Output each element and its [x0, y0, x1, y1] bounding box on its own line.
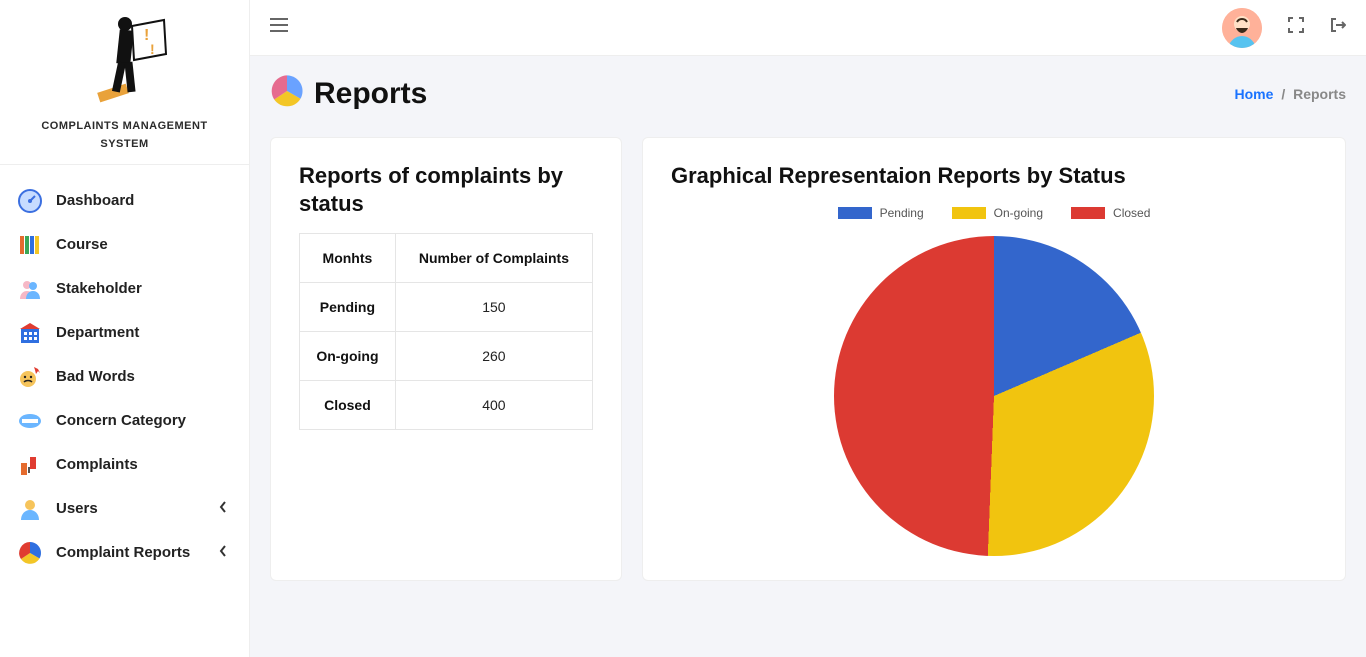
sidebar-item-dashboard[interactable]: Dashboard	[0, 179, 249, 223]
legend-swatch	[1071, 207, 1105, 219]
users-icon	[18, 497, 42, 521]
page-header: Reports Home / Reports	[270, 74, 1346, 113]
chart-legend: Pending On-going Closed	[671, 206, 1317, 220]
legend-swatch	[838, 207, 872, 219]
table-cell-value: 400	[395, 381, 592, 430]
logo-text-line2: SYSTEM	[0, 137, 249, 151]
sidebar-item-label: Course	[56, 236, 108, 253]
legend-item[interactable]: On-going	[952, 206, 1043, 220]
breadcrumb-separator: /	[1281, 86, 1285, 102]
badwords-icon	[18, 365, 42, 389]
logo[interactable]: ! ! COMPLAINTS MANAGEMENT SYSTEM	[0, 0, 249, 165]
sidebar-item-label: Bad Words	[56, 368, 135, 385]
legend-swatch	[952, 207, 986, 219]
concern-icon	[18, 409, 42, 433]
sidebar-item-department[interactable]: Department	[0, 311, 249, 355]
avatar[interactable]	[1222, 8, 1262, 48]
sidebar-item-label: Concern Category	[56, 412, 186, 429]
reports-title-icon	[270, 74, 304, 113]
dashboard-icon	[18, 189, 42, 213]
topbar	[250, 0, 1366, 56]
table-header: Number of Complaints	[395, 234, 592, 283]
sidebar-item-users[interactable]: Users	[0, 487, 249, 531]
legend-item[interactable]: Closed	[1071, 206, 1150, 220]
table-row: Closed400	[300, 381, 593, 430]
logo-icon: ! !	[70, 10, 180, 110]
table-cell-value: 150	[395, 283, 592, 332]
legend-label: On-going	[994, 206, 1043, 220]
sidebar-item-complaints[interactable]: Complaints	[0, 443, 249, 487]
complaints-icon	[18, 453, 42, 477]
sidebar-item-stakeholder[interactable]: Stakeholder	[0, 267, 249, 311]
sidebar-item-bad-words[interactable]: Bad Words	[0, 355, 249, 399]
logout-icon[interactable]	[1330, 17, 1346, 38]
table-row: Pending150	[300, 283, 593, 332]
sidebar-item-label: Complaint Reports	[56, 544, 190, 561]
fullscreen-icon[interactable]	[1288, 17, 1304, 38]
sidebar-item-label: Complaints	[56, 456, 138, 473]
report-table: MonhtsNumber of Complaints Pending150On-…	[299, 233, 593, 430]
hamburger-icon[interactable]	[270, 17, 288, 38]
sidebar-item-complaint-reports[interactable]: Complaint Reports	[0, 531, 249, 575]
reports-icon	[18, 541, 42, 565]
table-header: Monhts	[300, 234, 396, 283]
sidebar-nav: Dashboard Course Stakeholder Department Bad …	[0, 165, 249, 575]
sidebar-item-label: Users	[56, 500, 98, 517]
table-cell-label: Closed	[300, 381, 396, 430]
content: Reports Home / Reports Reports of compla…	[250, 56, 1366, 657]
sidebar-item-label: Stakeholder	[56, 280, 142, 297]
table-cell-label: Pending	[300, 283, 396, 332]
table-card-title: Reports of complaints by status	[299, 162, 593, 217]
legend-item[interactable]: Pending	[838, 206, 924, 220]
svg-text:!: !	[144, 27, 149, 44]
logo-text-line1: COMPLAINTS MANAGEMENT	[0, 119, 249, 133]
breadcrumb: Home / Reports	[1235, 86, 1346, 102]
legend-label: Closed	[1113, 206, 1150, 220]
chart-card-title: Graphical Representaion Reports by Statu…	[671, 162, 1317, 190]
chevron-left-icon	[219, 500, 227, 518]
sidebar-item-label: Dashboard	[56, 192, 134, 209]
chart-card: Graphical Representaion Reports by Statu…	[642, 137, 1346, 581]
pie-chart	[834, 236, 1154, 556]
sidebar-item-course[interactable]: Course	[0, 223, 249, 267]
sidebar-item-label: Department	[56, 324, 139, 341]
breadcrumb-home[interactable]: Home	[1235, 86, 1274, 102]
table-cell-value: 260	[395, 332, 592, 381]
chevron-left-icon	[219, 544, 227, 562]
main: Reports Home / Reports Reports of compla…	[250, 0, 1366, 657]
sidebar: ! ! COMPLAINTS MANAGEMENT SYSTEM Dashboa…	[0, 0, 250, 657]
breadcrumb-current: Reports	[1293, 86, 1346, 102]
stakeholder-icon	[18, 277, 42, 301]
sidebar-item-concern-category[interactable]: Concern Category	[0, 399, 249, 443]
table-row: On-going260	[300, 332, 593, 381]
page-title: Reports	[314, 77, 427, 111]
department-icon	[18, 321, 42, 345]
table-card: Reports of complaints by status MonhtsNu…	[270, 137, 622, 581]
course-icon	[18, 233, 42, 257]
table-cell-label: On-going	[300, 332, 396, 381]
legend-label: Pending	[880, 206, 924, 220]
pie-wrap	[671, 236, 1317, 556]
svg-text:!: !	[150, 41, 155, 57]
